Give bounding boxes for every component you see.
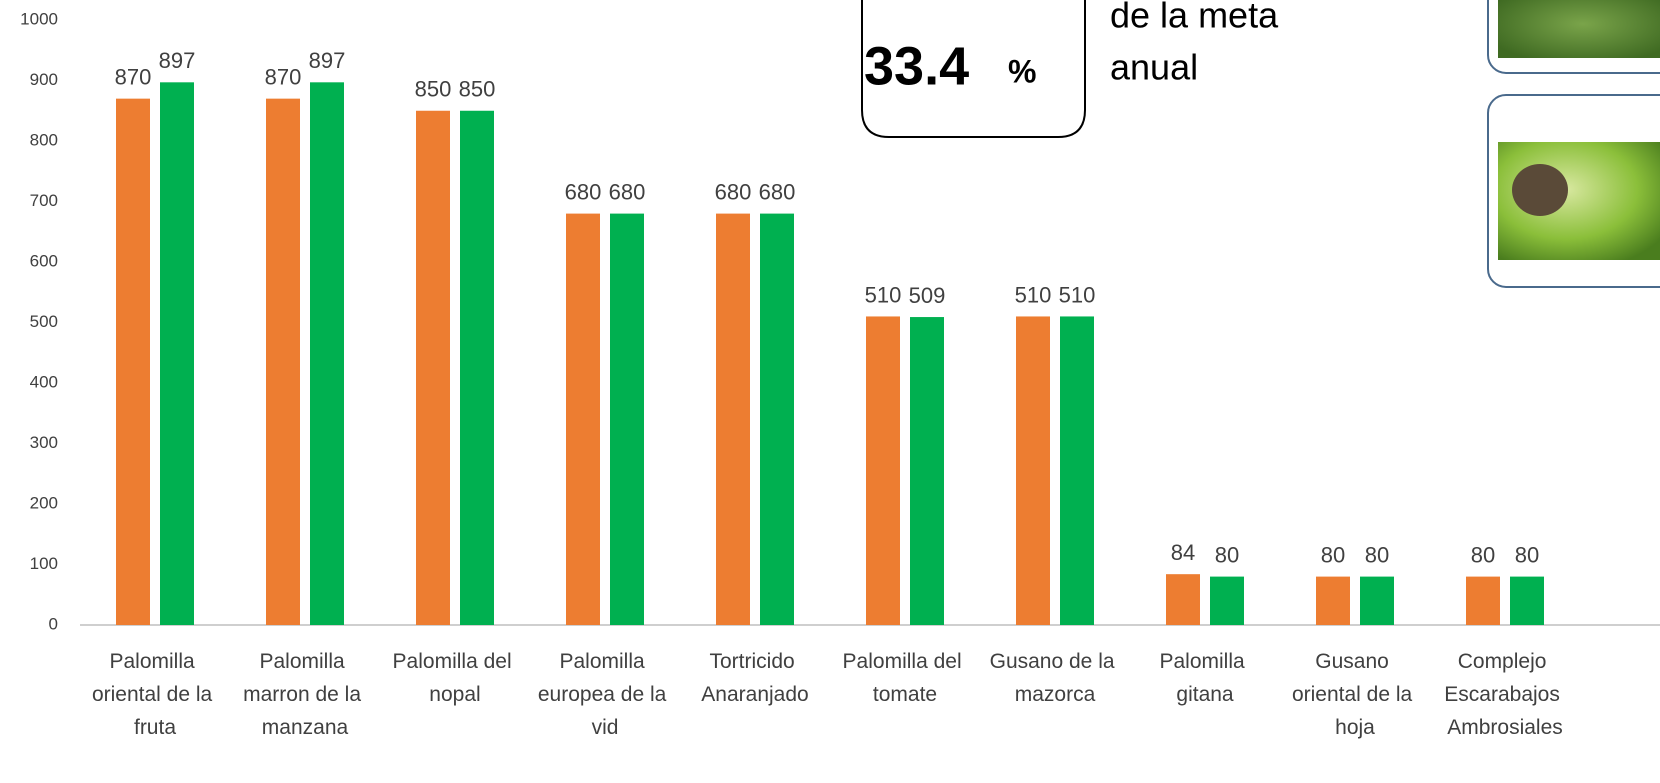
y-tick-label: 100 [30,554,58,573]
bar [116,98,150,625]
x-tick-label: Palomilla marron de la manzana [243,650,367,739]
bar [160,82,194,625]
bar [416,110,450,625]
annotation-unit: % [1008,53,1036,89]
data-label: 680 [759,179,796,204]
y-tick-label: 600 [30,251,58,270]
x-tick-label: Palomilla del tomate [843,650,968,706]
y-tick-label: 300 [30,433,58,452]
y-tick-label: 0 [49,614,58,633]
data-label: 680 [609,179,646,204]
bar [760,213,794,625]
bar [610,213,644,625]
bar [1166,574,1200,625]
bar [1016,316,1050,625]
data-label: 510 [1015,282,1052,307]
x-tick-label: Gusano de la mazorca [990,650,1121,706]
annotation-box [861,0,1086,138]
annotation-text: de la meta [1110,0,1279,36]
data-label: 80 [1321,542,1345,567]
bar [266,98,300,625]
data-label: 84 [1171,540,1195,565]
data-label: 870 [115,64,152,89]
x-tick-label: Gusano oriental de la hoja [1292,650,1418,739]
x-tick-label: Complejo Escarabajos Ambrosiales [1444,650,1565,739]
data-label: 510 [1059,282,1096,307]
data-label: 850 [415,77,452,102]
photo-detail [1512,164,1568,216]
data-label: 870 [265,64,302,89]
annotation-text: anual [1110,47,1198,88]
bar [1466,576,1500,625]
bar [1210,576,1244,625]
photo [1498,0,1660,58]
x-tick-label: Tortricido Anaranjado [701,650,808,706]
y-tick-label: 800 [30,130,58,149]
data-label: 510 [865,282,902,307]
x-tick-label: Palomilla europea de la vid [538,650,672,739]
data-label: 680 [565,179,602,204]
data-label: 80 [1215,542,1239,567]
data-label: 80 [1471,542,1495,567]
y-tick-label: 500 [30,312,58,331]
bar [1360,576,1394,625]
data-label: 509 [909,283,946,308]
bar [716,213,750,625]
annotation-value: 33.4 [864,36,969,96]
bar [1060,316,1094,625]
data-label: 80 [1515,542,1539,567]
data-label: 80 [1365,542,1389,567]
x-tick-label: Palomilla gitana [1159,650,1250,706]
bar [1510,576,1544,625]
y-tick-label: 400 [30,372,58,391]
bar [1316,576,1350,625]
y-tick-label: 700 [30,191,58,210]
data-label: 850 [459,77,496,102]
data-label: 897 [159,48,196,73]
x-tick-label: Palomilla del nopal [393,650,518,706]
y-tick-label: 1000 [20,9,58,28]
x-tick-label: Palomilla oriental de la fruta [92,650,218,739]
bar [910,317,944,625]
data-label: 897 [309,48,346,73]
bar [566,213,600,625]
bar [310,82,344,625]
y-tick-label: 900 [30,70,58,89]
bar [866,316,900,625]
bar [460,110,494,625]
y-tick-label: 200 [30,493,58,512]
data-label: 680 [715,179,752,204]
